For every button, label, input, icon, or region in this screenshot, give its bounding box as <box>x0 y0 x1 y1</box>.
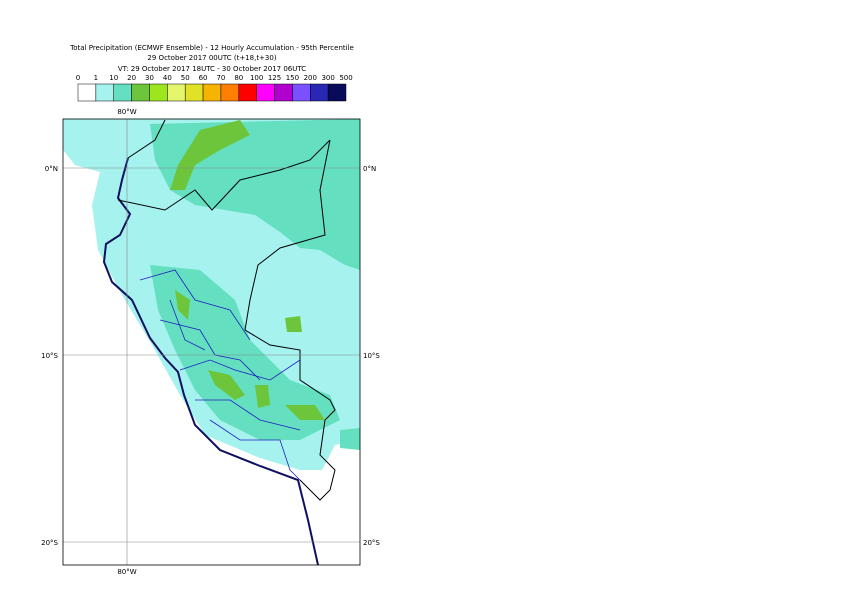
lat-label: 10°S <box>363 352 380 360</box>
precip-area <box>208 370 245 400</box>
legend-swatch <box>220 83 240 102</box>
legend: 0 1 10 20 30 40 50 60 70 80 100 125 150 200 300 500 <box>76 74 353 102</box>
lon-label: 80°W <box>117 108 136 116</box>
legend-label: 125 <box>268 74 281 82</box>
legend-label: 80 <box>234 74 243 82</box>
legend-swatch <box>77 83 97 102</box>
lat-label: 10°S <box>41 352 58 360</box>
map-frame <box>62 118 361 566</box>
legend-swatch <box>292 83 311 102</box>
legend-label: 60 <box>199 74 208 82</box>
legend-swatch <box>274 83 293 102</box>
precip-area <box>255 385 270 408</box>
legend-label: 0 <box>76 74 80 82</box>
legend-label: 30 <box>145 74 154 82</box>
legend-label: 150 <box>286 74 299 82</box>
graticule <box>63 119 360 565</box>
precip-area <box>285 405 325 420</box>
legend-label: 10 <box>109 74 118 82</box>
legend-label: 20 <box>127 74 136 82</box>
legend-label: 300 <box>321 74 334 82</box>
precip-area <box>285 316 302 332</box>
lon-label: 80°W <box>117 568 136 576</box>
lat-label: 20°S <box>363 539 380 547</box>
legend-swatch <box>95 83 114 102</box>
legend-label: 50 <box>181 74 190 82</box>
precip-area <box>63 119 98 150</box>
lat-label: 0°N <box>45 165 58 173</box>
border <box>117 119 336 501</box>
legend-swatch <box>310 83 329 102</box>
legend-label: 40 <box>163 74 172 82</box>
map <box>63 119 360 565</box>
legend-swatch <box>149 83 168 102</box>
precip-area <box>150 265 340 440</box>
legend-swatch <box>113 83 132 102</box>
legend-swatch <box>184 83 204 102</box>
legend-swatch <box>256 83 275 102</box>
legend-label: 1 <box>94 74 98 82</box>
precip-area <box>175 290 190 320</box>
lat-label: 0°N <box>363 165 376 173</box>
legend-label: 500 <box>339 74 352 82</box>
legend-swatch <box>202 83 222 102</box>
legend-swatch <box>327 83 347 102</box>
subtitle: VT: 29 October 2017 18UTC - 30 October 2… <box>118 65 306 73</box>
legend-swatch <box>131 83 150 102</box>
legend-label: 70 <box>216 74 225 82</box>
coastline <box>102 157 319 565</box>
legend-label: 100 <box>250 74 263 82</box>
legend-swatch <box>167 83 186 102</box>
lat-label: 20°S <box>41 539 58 547</box>
legend-swatch <box>238 83 257 102</box>
precip-area <box>340 428 360 450</box>
titles: Total Precipitation (ECMWF Ensemble) - 1… <box>69 44 354 73</box>
precip-area <box>170 120 250 190</box>
legend-label: 200 <box>304 74 317 82</box>
title: Total Precipitation (ECMWF Ensemble) - 1… <box>69 44 354 52</box>
subtitle: 29 October 2017 00UTC (t+18,t+30) <box>147 54 276 62</box>
